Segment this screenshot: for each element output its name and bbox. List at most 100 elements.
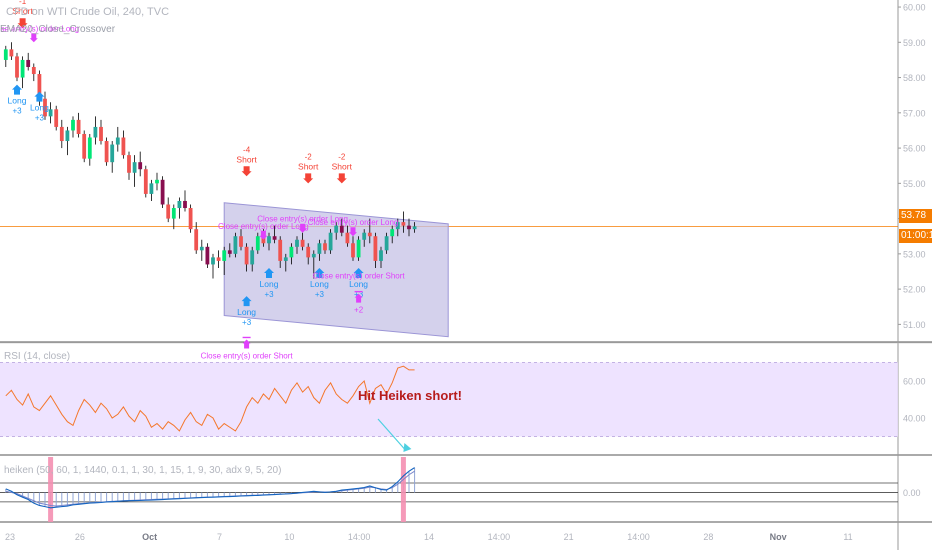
candle xyxy=(384,236,389,251)
signal-qty: +3 xyxy=(315,290,325,299)
candle xyxy=(233,236,238,254)
candle xyxy=(71,119,75,131)
annotation-arrow-head xyxy=(403,443,412,452)
short-arrow xyxy=(336,173,347,184)
signal-qty: -2 xyxy=(305,152,313,161)
candle xyxy=(211,257,215,265)
close-arrow xyxy=(354,293,363,303)
signal-label: Close entry(s) order Long xyxy=(0,24,79,33)
candle xyxy=(160,179,165,205)
time-tick-label: 28 xyxy=(703,532,713,542)
rsi-title[interactable]: RSI (14, close) xyxy=(4,351,71,362)
heiken-title[interactable]: heiken (50, 60, 1, 1440, 0.1, 1, 30, 1, … xyxy=(4,465,282,476)
annotation-arrow xyxy=(377,418,412,452)
candle xyxy=(82,133,87,159)
candle xyxy=(412,226,417,230)
close-arrow xyxy=(259,230,268,240)
candle xyxy=(255,236,260,251)
rsi-tick-label: 60.00 xyxy=(903,377,926,387)
candle xyxy=(300,239,305,247)
price-tick-label: 58.00 xyxy=(903,73,926,83)
candle xyxy=(48,109,53,117)
signal-qty: +3 xyxy=(264,290,274,299)
signal-label: Short xyxy=(298,161,319,171)
candles xyxy=(3,42,417,279)
time-tick-label: 14:00 xyxy=(348,532,371,542)
signal-label: Long xyxy=(310,279,329,289)
candle xyxy=(328,232,333,251)
candle xyxy=(31,66,36,75)
candle xyxy=(267,236,271,244)
symbol-title[interactable]: CFD on WTI Crude Oil, 240, TVC xyxy=(6,6,170,18)
candle xyxy=(395,222,400,230)
signal-label: Short xyxy=(236,154,257,164)
candle xyxy=(177,200,182,209)
rsi-line xyxy=(5,365,415,432)
close-arrow xyxy=(298,223,307,233)
heiken-signal-bar xyxy=(400,457,406,522)
price-axis: 60.0059.0058.0057.0056.0055.0054.0053.00… xyxy=(898,3,926,330)
candle xyxy=(104,141,109,163)
signal-label: Long xyxy=(349,279,368,289)
strategy-signals: -1ShortClose entry(s) order LongLong+3Lo… xyxy=(0,0,405,360)
signal-label: Long xyxy=(30,103,49,113)
candle xyxy=(127,155,131,173)
time-tick-label: 21 xyxy=(564,532,574,542)
candle xyxy=(115,137,120,145)
candle xyxy=(244,246,249,265)
candle xyxy=(43,98,47,117)
candle xyxy=(138,162,143,170)
short-arrow xyxy=(17,18,28,29)
signal-label: Short xyxy=(332,161,353,171)
candle xyxy=(188,208,193,230)
candle xyxy=(239,236,243,247)
candle xyxy=(222,250,227,261)
candle xyxy=(356,239,361,258)
candle xyxy=(345,232,350,244)
candle xyxy=(76,119,81,134)
candle xyxy=(9,49,14,57)
price-tick-label: 51.00 xyxy=(903,320,926,330)
long-arrow xyxy=(353,267,364,278)
signal-label: Short xyxy=(12,6,33,16)
candle xyxy=(362,232,367,240)
candle xyxy=(334,225,339,233)
time-tick-label: 23 xyxy=(5,532,15,542)
signal-qty: +3 xyxy=(242,318,252,327)
long-arrow xyxy=(12,84,22,95)
time-tick-label: 14:00 xyxy=(627,532,650,542)
candle xyxy=(311,253,316,258)
price-tick-label: 57.00 xyxy=(903,108,926,118)
candle xyxy=(155,179,159,184)
heiken-line-1 xyxy=(5,467,415,509)
time-tick-label: Nov xyxy=(770,532,787,542)
candle xyxy=(132,162,137,173)
price-tick-label: 56.00 xyxy=(903,144,926,154)
candle xyxy=(110,144,115,163)
signal-label: Close entry(s) order Long xyxy=(218,222,309,231)
candle xyxy=(289,246,294,258)
countdown-label: 01:00:1 xyxy=(899,229,932,243)
candle xyxy=(194,229,199,251)
signal-qty: +3 xyxy=(12,107,22,116)
candle xyxy=(199,246,204,251)
signal-label: Close entry(s) order Long xyxy=(257,215,348,224)
strategy-title[interactable]: EMA20_Close_Crossover xyxy=(0,24,116,35)
signal-label: Long xyxy=(237,307,256,317)
long-arrow xyxy=(241,296,252,307)
signal-qty: -4 xyxy=(243,145,251,154)
candle xyxy=(407,225,411,230)
candle xyxy=(351,243,355,258)
candle xyxy=(339,225,344,233)
price-tick-label: 59.00 xyxy=(903,38,926,48)
heiken-tick-label: 0.00 xyxy=(903,488,921,498)
signal-label: Close entry(s) order Short xyxy=(313,272,406,281)
candle xyxy=(272,236,277,240)
signal-qty: -2 xyxy=(338,152,346,161)
price-tick-label: 53.00 xyxy=(903,249,926,259)
candle xyxy=(87,137,92,159)
long-arrow xyxy=(34,91,45,102)
long-arrow xyxy=(314,267,325,278)
candle xyxy=(121,137,126,156)
